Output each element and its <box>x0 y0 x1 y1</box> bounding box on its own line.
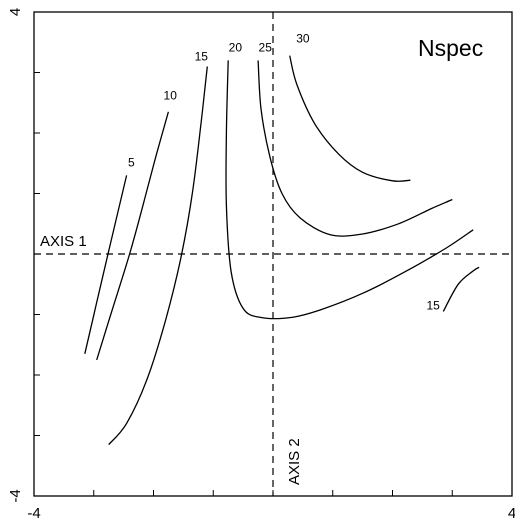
x-tick-label: -4 <box>27 505 40 522</box>
contour-line-20 <box>225 60 474 320</box>
contour-label-15: 15 <box>195 49 209 63</box>
contour-lines <box>84 55 480 446</box>
contour-label-20: 20 <box>229 40 243 54</box>
contour-label-15: 15 <box>426 299 440 313</box>
contour-line-30 <box>289 55 411 182</box>
contour-line-15 <box>442 266 480 312</box>
reference-lines <box>34 12 512 496</box>
chart-title: Nspec <box>418 35 483 61</box>
x-axis-title: AXIS 1 <box>40 233 87 250</box>
contour-label-10: 10 <box>164 89 178 103</box>
axes: -4 4 -4 4 <box>7 8 515 522</box>
y-axis-title: AXIS 2 <box>286 438 303 485</box>
contour-line-5 <box>84 175 128 354</box>
contour-line-10 <box>96 111 170 361</box>
y-tick-label: -4 <box>7 489 24 502</box>
contour-line-25 <box>257 60 453 237</box>
y-tick-label: 4 <box>7 8 24 16</box>
contour-label-30: 30 <box>296 31 310 45</box>
x-tick-label: 4 <box>508 505 515 522</box>
contour-label-25: 25 <box>259 40 273 54</box>
contour-label-5: 5 <box>128 155 135 169</box>
contour-labels: 5 10 15 20 25 30 15 <box>128 31 440 312</box>
contour-line-15 <box>108 66 208 446</box>
